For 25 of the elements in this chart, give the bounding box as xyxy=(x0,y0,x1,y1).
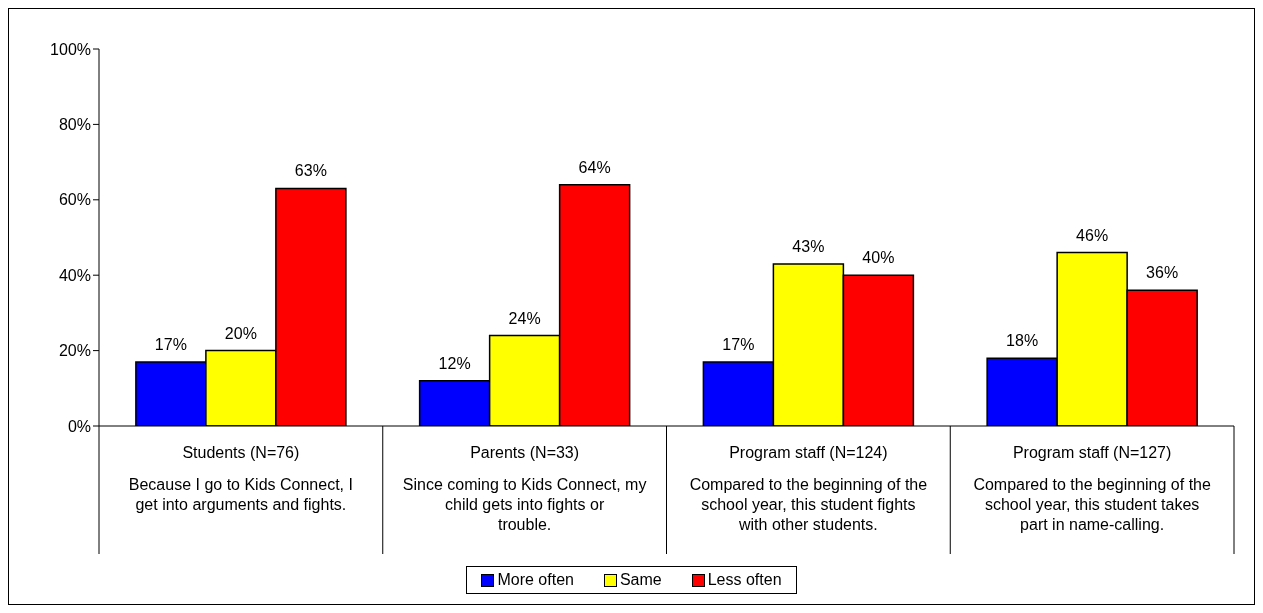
y-tick-label: 100% xyxy=(50,40,91,58)
text: 12% xyxy=(438,354,471,372)
text: 43% xyxy=(792,237,825,255)
text: 18% xyxy=(1006,332,1039,350)
text: 24% xyxy=(508,309,541,327)
y-tick-label: 0% xyxy=(67,417,91,435)
legend-label: Less often xyxy=(706,571,782,589)
y-tick-label: 80% xyxy=(58,116,91,134)
text: 36% xyxy=(1146,264,1179,282)
x-tick-label: Parents (N=33) Since coming to Kids Connect, my child gets into fights or trouble. xyxy=(402,444,647,533)
text: 63% xyxy=(294,162,327,180)
y-tick-label: 40% xyxy=(58,266,91,284)
legend-label: More often xyxy=(496,571,574,589)
text: 20% xyxy=(224,324,257,342)
text: 40% xyxy=(862,249,895,267)
x-tick-label: Program staff (N=127) Compared to the beginning of the school year, this student takes part in name-calling. xyxy=(973,444,1211,533)
text: 64% xyxy=(578,158,611,176)
x-tick-label: Program staff (N=124) Compared to the beginning of the school year, this student fights with other students. xyxy=(689,444,928,533)
text: 17% xyxy=(154,335,187,353)
x-tick-label: Students (N=76) Because I go to Kids Connect, I get into arguments and fights. xyxy=(128,444,353,513)
y-tick-label: 60% xyxy=(58,191,91,209)
legend-label: Same xyxy=(618,571,662,589)
y-tick-label: 20% xyxy=(58,342,91,360)
text: 46% xyxy=(1076,226,1109,244)
text: 17% xyxy=(722,335,755,353)
